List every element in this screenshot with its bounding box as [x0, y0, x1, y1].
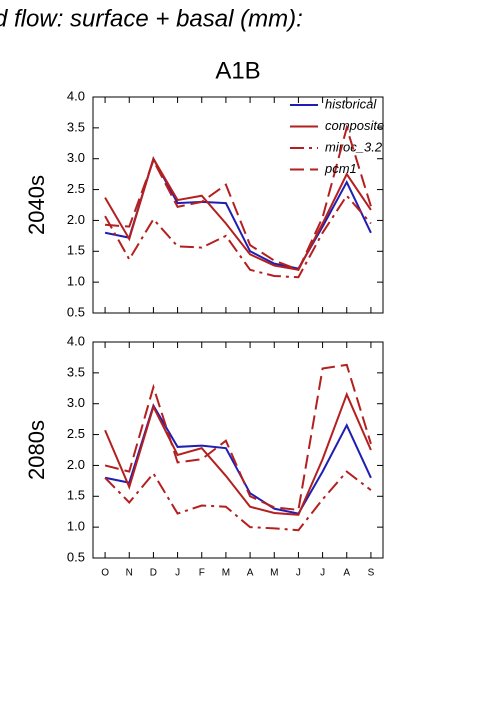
- y-tick-label: 2.5: [67, 426, 85, 441]
- x-tick-label: N: [126, 568, 133, 579]
- y-tick-label: 3.0: [67, 150, 85, 165]
- y-tick-label: 1.0: [67, 519, 85, 534]
- legend-label: pcm1: [324, 161, 357, 176]
- y-tick-label: 4.0: [67, 333, 85, 348]
- y-tick-label: 1.5: [67, 488, 85, 503]
- series-line: [105, 124, 372, 272]
- y-tick-label: 2.0: [67, 457, 85, 472]
- y-tick-label: 2.5: [67, 181, 85, 196]
- series-line: [104, 391, 372, 516]
- series-line: [104, 403, 372, 515]
- legend-label: composite: [325, 118, 384, 133]
- x-tick-label: D: [150, 568, 157, 579]
- series-line: [104, 194, 372, 279]
- y-tick-label: 2.0: [67, 212, 85, 227]
- y-tick-label: 1.5: [67, 243, 85, 258]
- plot-frame: [92, 341, 384, 559]
- y-tick-label: 4.0: [67, 88, 85, 103]
- chart-subtitle: A1B: [215, 57, 260, 84]
- x-tick-label: O: [101, 568, 109, 579]
- y-tick-label: 3.0: [67, 395, 85, 410]
- x-tick-label: J: [296, 568, 301, 579]
- x-tick-label: S: [368, 568, 375, 579]
- y-tick-label: 0.5: [67, 549, 85, 564]
- x-tick-label: J: [320, 568, 325, 579]
- y-tick-label: 3.5: [67, 364, 85, 379]
- y-tick-label: 0.5: [67, 304, 85, 319]
- x-tick-label: M: [270, 568, 278, 579]
- x-tick-label: A: [343, 568, 350, 579]
- legend-label: miroc_3.2: [325, 139, 383, 154]
- y-axis-label: 2080s: [24, 420, 49, 480]
- x-tick-label: M: [222, 568, 230, 579]
- y-axis-label: 2040s: [24, 175, 49, 235]
- x-tick-label: F: [199, 568, 205, 579]
- y-tick-label: 3.5: [67, 119, 85, 134]
- x-tick-label: A: [247, 568, 254, 579]
- legend-label: historical: [325, 96, 377, 111]
- series-line: [104, 470, 372, 532]
- plot-frame: [92, 96, 384, 314]
- y-tick-label: 1.0: [67, 274, 85, 289]
- series-line: [104, 363, 372, 511]
- chart-title: d flow: surface + basal (mm):: [0, 5, 303, 32]
- x-tick-label: J: [175, 568, 180, 579]
